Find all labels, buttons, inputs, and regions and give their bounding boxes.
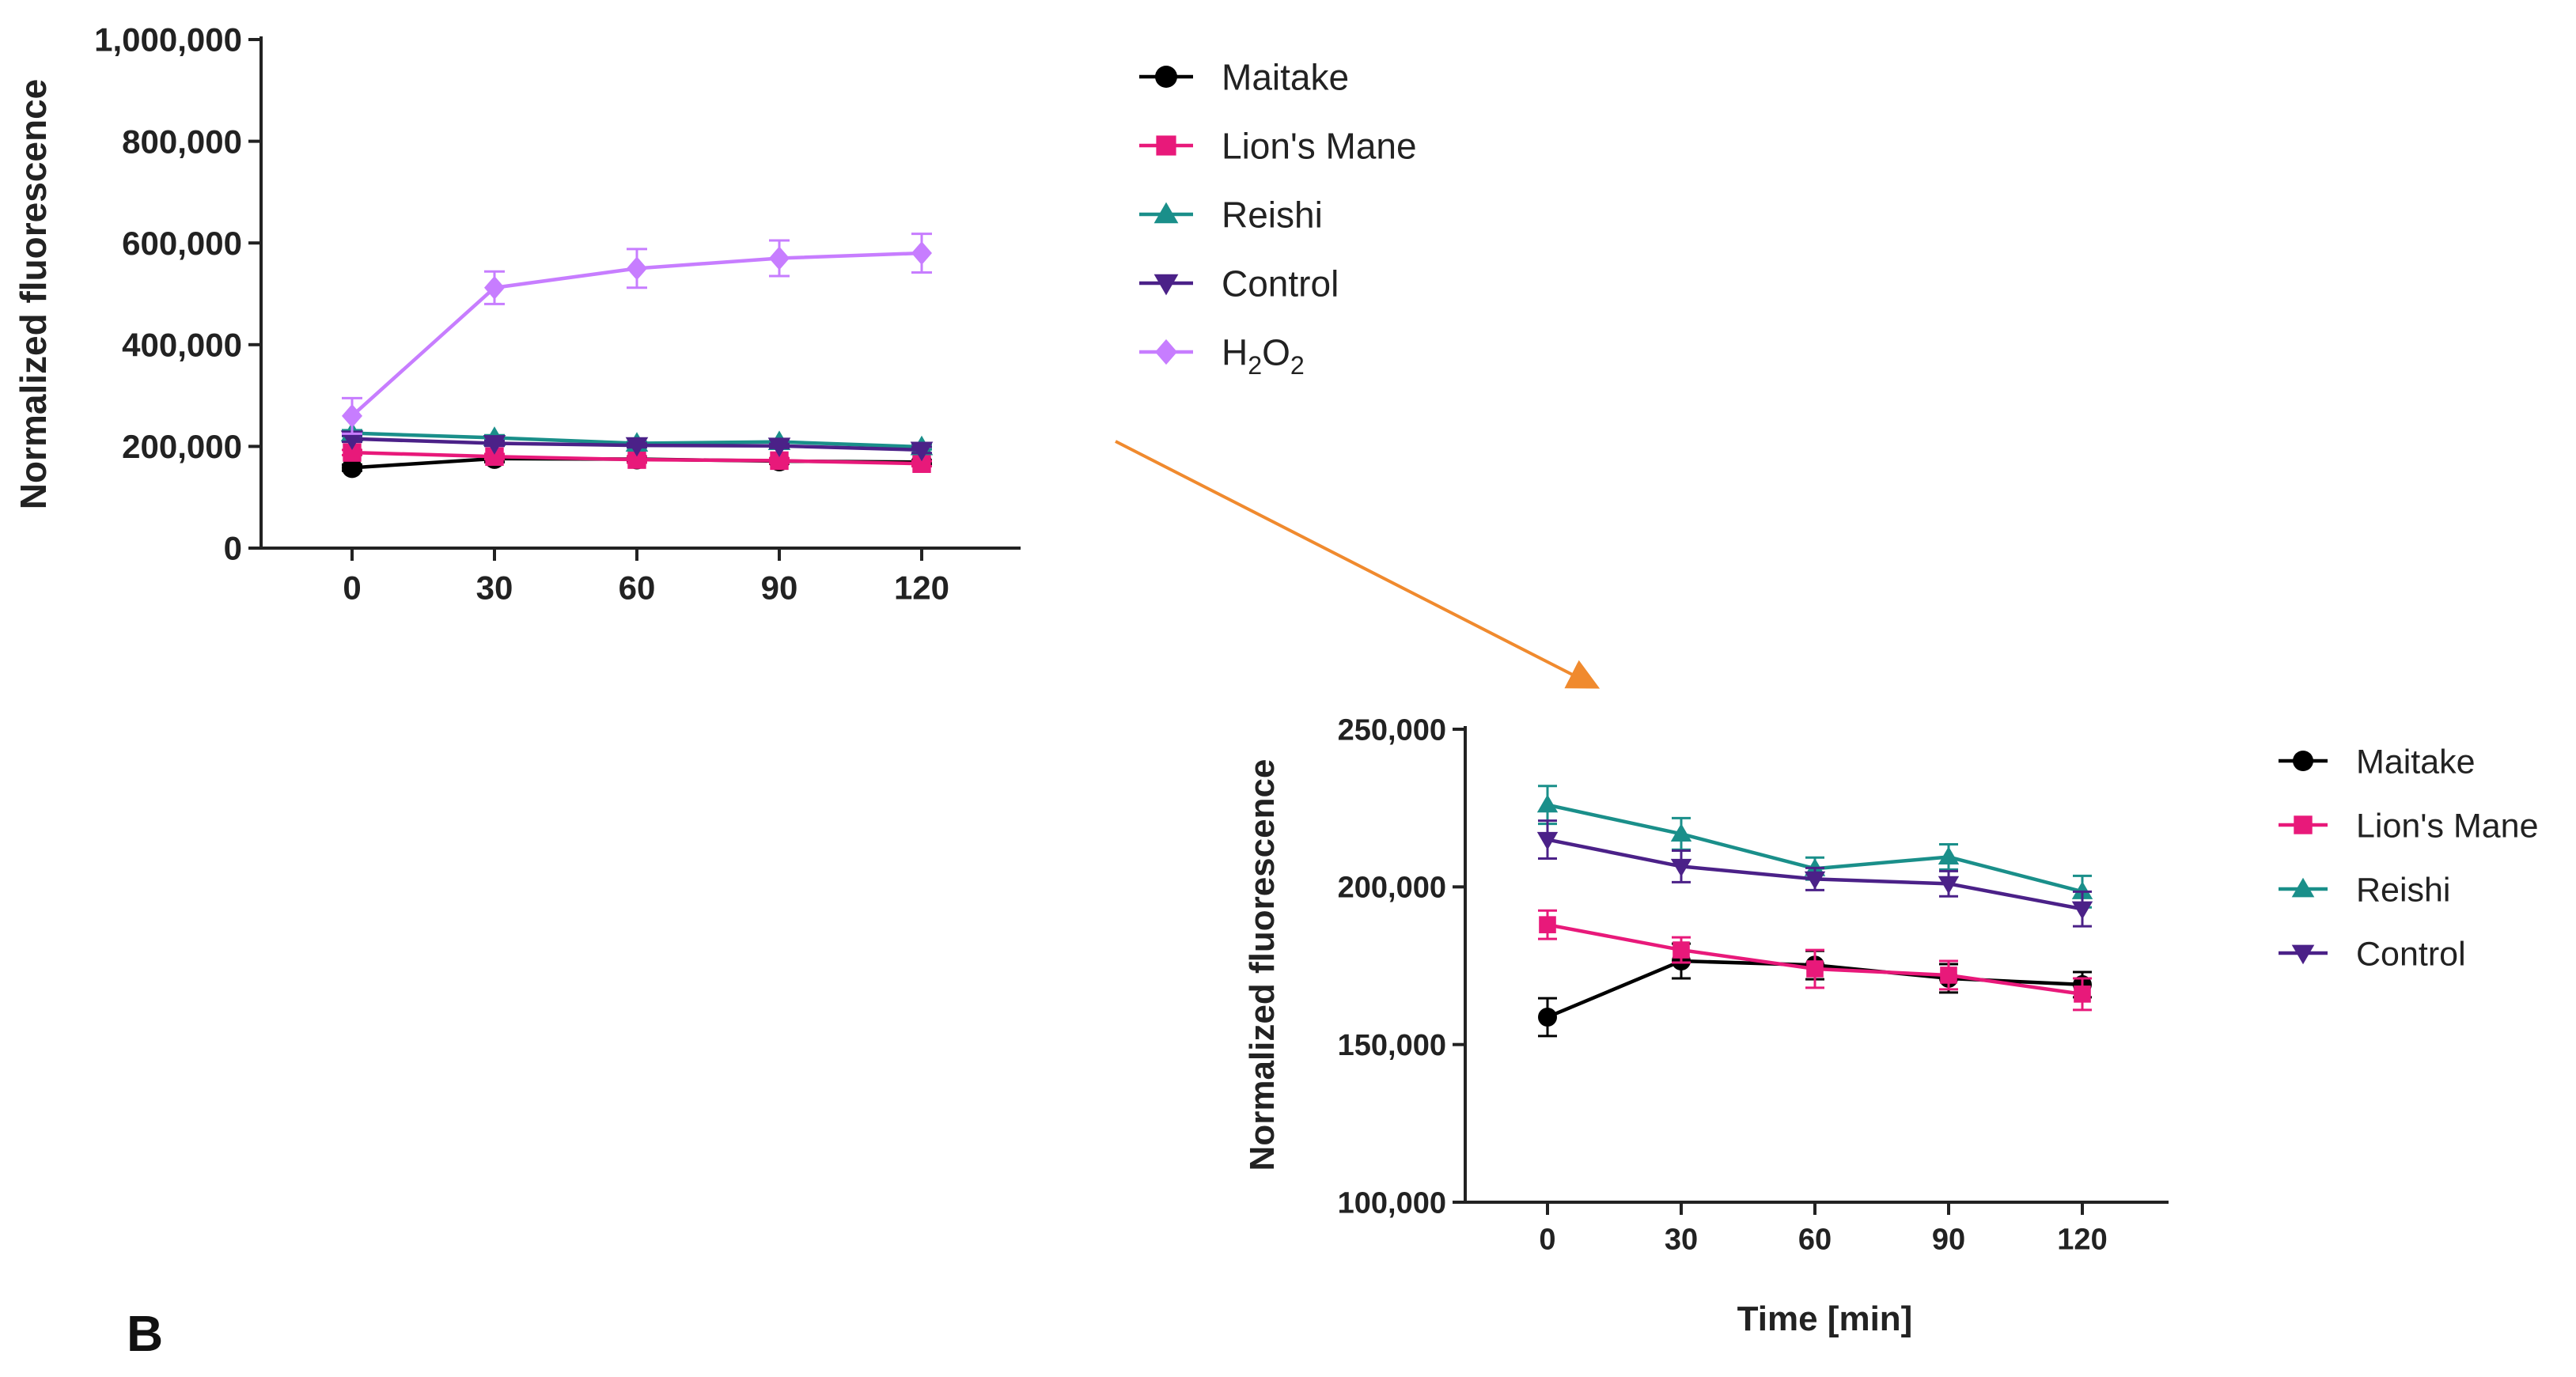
data-point bbox=[625, 437, 649, 457]
y-axis-title: Normalized fluorescence bbox=[1243, 759, 1282, 1171]
zoom-connector-arrow bbox=[1115, 440, 1601, 689]
data-point bbox=[1538, 1007, 1557, 1027]
data-point bbox=[910, 441, 934, 462]
legend-label: Maitake bbox=[2356, 743, 2476, 781]
data-point bbox=[1673, 941, 1690, 959]
legend-marker bbox=[2291, 944, 2315, 965]
legend-marker bbox=[1154, 202, 1179, 224]
zoom-chart: 100,000 150,000 200,000 250,000 0 30 60 90 120 No… bbox=[1243, 713, 2539, 1338]
data-point bbox=[342, 457, 362, 479]
x-tick-label: 60 bbox=[1798, 1224, 1832, 1257]
data-point bbox=[1806, 960, 1824, 978]
data-point bbox=[769, 246, 790, 270]
legend-item: Lion's Mane bbox=[2279, 807, 2539, 845]
legend-label: Lion's Mane bbox=[2356, 807, 2539, 845]
data-point bbox=[767, 437, 791, 458]
data-point bbox=[911, 241, 932, 266]
data-point bbox=[343, 443, 362, 462]
x-tick-label: 30 bbox=[1665, 1224, 1698, 1257]
y-axis-title: Normalized fluorescence bbox=[13, 79, 54, 510]
legend-marker bbox=[1155, 66, 1177, 88]
data-point bbox=[627, 256, 647, 281]
x-tick-label: 60 bbox=[619, 569, 656, 606]
legend-marker bbox=[2294, 815, 2313, 834]
y-tick-label: 0 bbox=[224, 530, 242, 567]
legend-label: Control bbox=[1222, 263, 1339, 305]
legend-label: Reishi bbox=[1222, 195, 1323, 236]
x-tick-label: 30 bbox=[476, 569, 513, 606]
legend-label: Lion's Mane bbox=[1222, 126, 1417, 167]
y-tick-label: 100,000 bbox=[1338, 1186, 1446, 1220]
x-tick-label: 90 bbox=[761, 569, 798, 606]
data-point bbox=[770, 451, 789, 471]
data-point bbox=[1804, 871, 1826, 890]
legend-text-part: O bbox=[1262, 332, 1290, 373]
data-point bbox=[1536, 794, 1559, 813]
data-point bbox=[2071, 901, 2093, 920]
data-point bbox=[1670, 823, 1692, 842]
legend-item: H2O2 bbox=[1139, 332, 1305, 380]
data-point bbox=[484, 275, 505, 300]
data-point bbox=[1536, 831, 1559, 850]
data-point bbox=[1938, 876, 1960, 895]
series-control bbox=[340, 430, 934, 462]
y-tick-label: 1,000,000 bbox=[94, 21, 242, 59]
legend-item: Reishi bbox=[1139, 195, 1323, 236]
legend-item: Maitake bbox=[1139, 57, 1349, 98]
legend-marker bbox=[1154, 274, 1179, 296]
y-tick-label: 200,000 bbox=[122, 428, 242, 465]
y-tick-label: 250,000 bbox=[1338, 713, 1446, 747]
series-h2o2 bbox=[342, 233, 932, 435]
legend-marker bbox=[1156, 135, 1176, 156]
legend-subscript: 2 bbox=[1290, 351, 1305, 380]
y-tick-label: 200,000 bbox=[1338, 872, 1446, 905]
legend-marker bbox=[2291, 877, 2315, 898]
data-point bbox=[2071, 881, 2093, 899]
data-point bbox=[627, 450, 646, 469]
x-axis-title: Time [min] bbox=[1737, 1299, 1913, 1338]
overview-chart: 0 200,000 400,000 600,000 800,000 1,000,000 0 3… bbox=[13, 21, 1417, 607]
data-point bbox=[1670, 858, 1692, 877]
panel-label: B bbox=[127, 1305, 163, 1362]
x-tick-label: 120 bbox=[894, 569, 949, 606]
series-lion-s-mane bbox=[1538, 909, 2092, 1012]
legend-marker bbox=[2293, 751, 2313, 771]
x-tick-label: 90 bbox=[1932, 1224, 1965, 1257]
legend-item: Maitake bbox=[2279, 743, 2476, 781]
legend-item: Control bbox=[1139, 263, 1339, 305]
data-point bbox=[483, 435, 506, 455]
legend-label: Reishi bbox=[2356, 871, 2451, 909]
legend-label: Maitake bbox=[1222, 57, 1349, 98]
x-tick-label: 120 bbox=[2057, 1224, 2107, 1257]
y-tick-label: 600,000 bbox=[122, 225, 242, 262]
data-point bbox=[340, 430, 364, 451]
data-point bbox=[1938, 846, 1960, 865]
x-tick-label: 0 bbox=[343, 569, 361, 606]
legend-marker bbox=[1155, 339, 1177, 365]
data-point bbox=[2074, 985, 2091, 1003]
data-point bbox=[342, 403, 362, 428]
series-control bbox=[1536, 819, 2093, 928]
legend-label: H2O2 bbox=[1222, 332, 1305, 380]
data-point bbox=[485, 447, 504, 466]
legend-item: Lion's Mane bbox=[1139, 126, 1417, 167]
legend-subscript: 2 bbox=[1248, 351, 1262, 380]
legend-item: Control bbox=[2279, 935, 2466, 973]
legend-label: Control bbox=[2356, 935, 2466, 973]
data-point bbox=[1940, 967, 1957, 984]
y-tick-label: 800,000 bbox=[122, 123, 242, 160]
data-point bbox=[1539, 916, 1556, 933]
x-tick-label: 0 bbox=[1539, 1224, 1555, 1257]
y-tick-label: 150,000 bbox=[1338, 1029, 1446, 1062]
legend: Maitake Lion's Mane Reishi Control bbox=[2279, 743, 2539, 973]
legend-item: Reishi bbox=[2279, 871, 2451, 909]
data-point bbox=[912, 454, 931, 473]
legend-text-part: H bbox=[1222, 332, 1248, 373]
y-tick-label: 400,000 bbox=[122, 327, 242, 364]
